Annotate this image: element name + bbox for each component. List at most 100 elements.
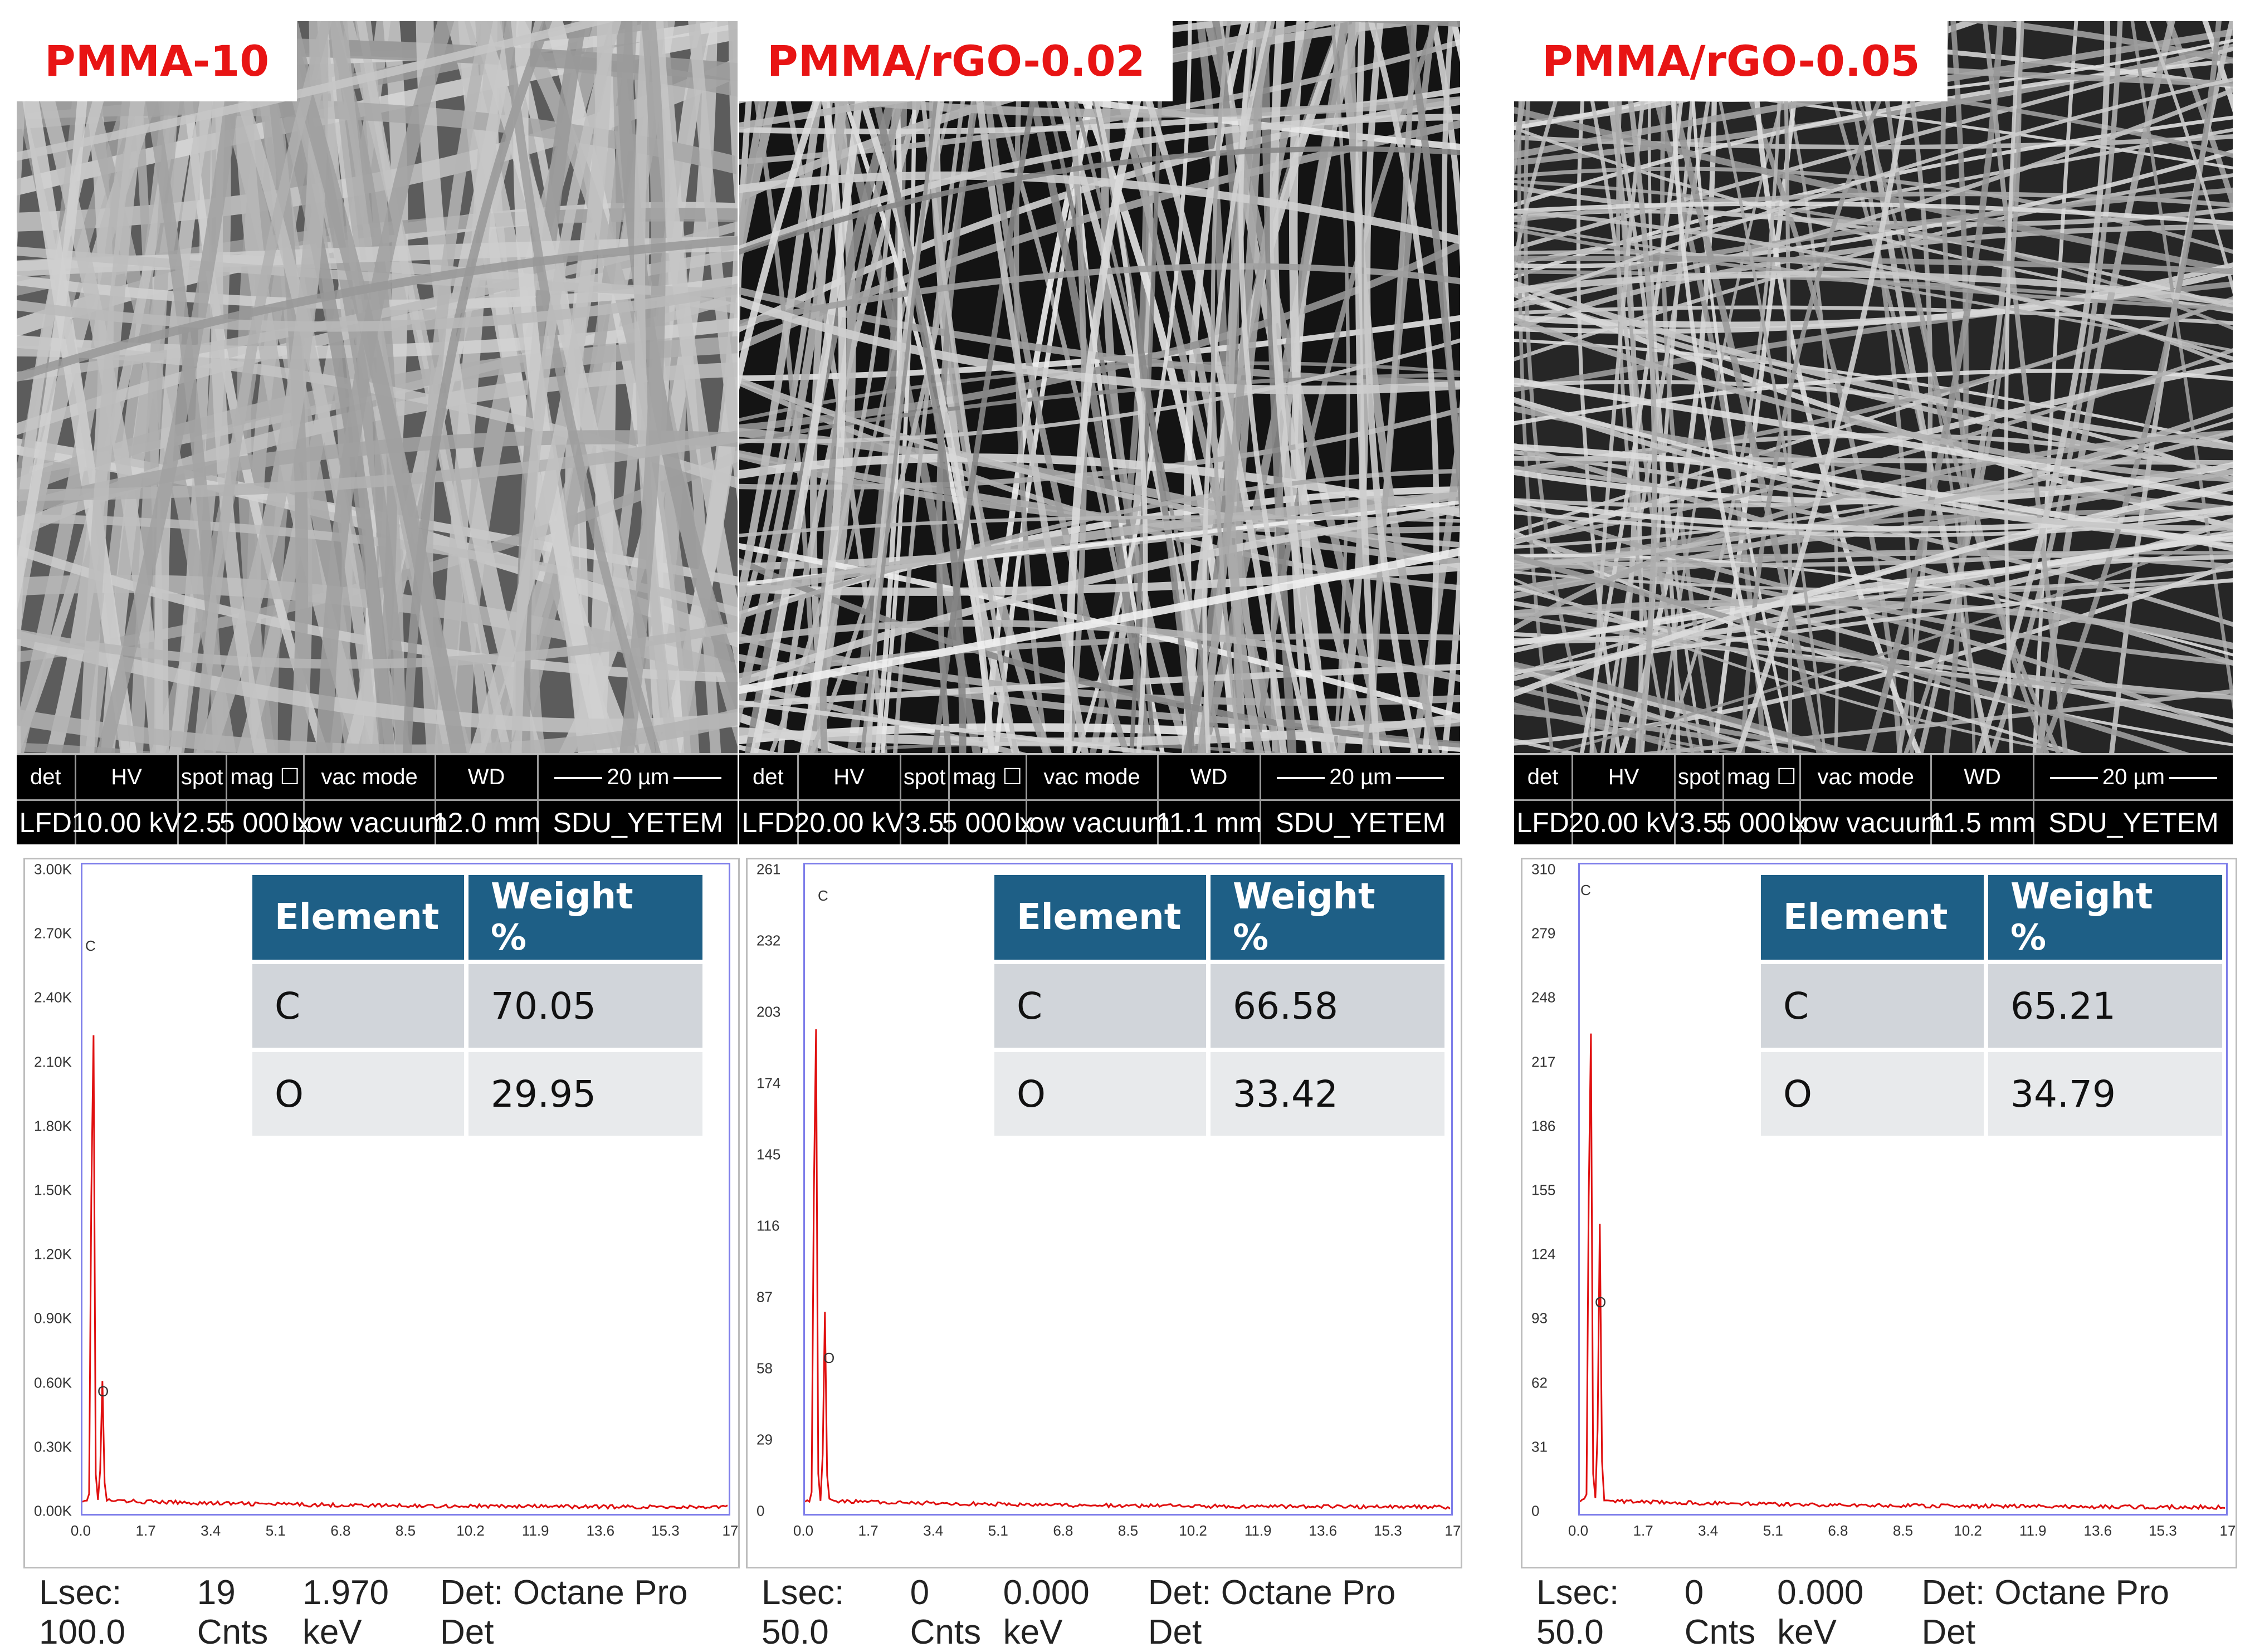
x-tick-label: 0.0 (1568, 1522, 1588, 1539)
x-tick-label: 6.8 (1053, 1522, 1073, 1539)
databar-label: mag ☐ (1724, 755, 1799, 801)
table-header-element: Element (994, 875, 1206, 960)
databar-value: 20.00 kV (1573, 801, 1674, 845)
databar-label: WD (1159, 755, 1260, 801)
status-detector: Det: Octane Pro Det (1922, 1573, 2211, 1652)
x-tick-label: 17 (1445, 1522, 1461, 1539)
peak-label-o: O (97, 1383, 109, 1400)
y-tick-label: 3.00K (34, 861, 72, 878)
weight-cell: 29.95 (468, 1052, 702, 1136)
weight-cell: 70.05 (468, 964, 702, 1048)
x-tick-label: 10.2 (1179, 1522, 1207, 1539)
status-energy: 0.000 keV (1003, 1573, 1148, 1652)
scale-bar-label: 20 µm (2098, 765, 2169, 790)
databar-value: 2.5 (179, 801, 226, 845)
fiber-mesh (17, 21, 738, 755)
x-tick-label: 17 (2220, 1522, 2236, 1539)
peak-label-o: O (1595, 1294, 1606, 1311)
databar-value: 10.00 kV (76, 801, 177, 845)
fiber-mesh (739, 21, 1460, 755)
y-tick-label: 0 (757, 1503, 764, 1520)
status-detector: Det: Octane Pro Det (440, 1573, 715, 1652)
x-tick-label: 15.3 (2149, 1522, 2177, 1539)
databar-label: vac mode (1801, 755, 1930, 801)
x-tick-label: 15.3 (1374, 1522, 1402, 1539)
x-tick-label: 5.1 (1763, 1522, 1783, 1539)
y-tick-label: 0.00K (34, 1503, 72, 1520)
x-tick-label: 3.4 (1698, 1522, 1718, 1539)
status-lsec: Lsec: 50.0 (1536, 1573, 1685, 1652)
x-tick-label: 11.9 (522, 1522, 549, 1539)
weight-cell: 66.58 (1211, 964, 1444, 1048)
y-tick-label: 232 (757, 932, 780, 950)
databar-value: LFD (739, 801, 797, 845)
y-tick-label: 174 (757, 1075, 780, 1092)
y-tick-label: 261 (757, 861, 780, 878)
table-header-element: Element (1761, 875, 1984, 960)
scale-bar-label: 20 µm (602, 765, 674, 790)
y-tick-label: 2.70K (34, 925, 72, 942)
x-tick-label: 6.8 (1828, 1522, 1848, 1539)
databar-label: det (17, 755, 75, 801)
status-counts: 0 Cnts (1685, 1573, 1777, 1652)
x-tick-label: 3.4 (201, 1522, 221, 1539)
databar-label: vac mode (305, 755, 435, 801)
sem-micrograph (1514, 21, 2233, 755)
y-tick-label: 186 (1531, 1117, 1555, 1135)
x-tick-label: 6.8 (330, 1522, 350, 1539)
x-tick-label: 0.0 (793, 1522, 813, 1539)
databar-label: mag ☐ (950, 755, 1026, 801)
status-counts: 19 Cnts (197, 1573, 302, 1652)
y-tick-label: 2.40K (34, 989, 72, 1006)
x-tick-label: 15.3 (651, 1522, 680, 1539)
x-tick-label: 8.5 (396, 1522, 416, 1539)
y-tick-label: 0 (1531, 1503, 1539, 1520)
y-tick-label: 248 (1531, 989, 1555, 1006)
operator-label: SDU_YETEM (2034, 801, 2233, 845)
element-cell: O (994, 1052, 1206, 1136)
operator-label: SDU_YETEM (1261, 801, 1460, 845)
databar-value: Low vacuum (305, 801, 435, 845)
sample-label: PMMA/rGO-0.02 (739, 21, 1173, 101)
x-tick-label: 8.5 (1893, 1522, 1913, 1539)
y-tick-label: 1.80K (34, 1117, 72, 1135)
table-header-element: Element (252, 875, 464, 960)
fiber-mesh (1514, 21, 2233, 755)
y-tick-label: 116 (757, 1218, 779, 1235)
x-tick-label: 13.6 (586, 1522, 614, 1539)
element-cell: C (252, 964, 464, 1048)
y-tick-label: 93 (1531, 1310, 1548, 1327)
weight-cell: 65.21 (1988, 964, 2222, 1048)
eds-status-line: Lsec: 50.0 0 Cnts 0.000 keV Det: Octane … (1514, 1582, 2233, 1643)
databar-label: mag ☐ (227, 755, 303, 801)
databar-value: 3.5 (901, 801, 948, 845)
table-header-weight: Weight % (1988, 875, 2222, 960)
x-tick-label: 1.7 (858, 1522, 879, 1539)
element-cell: O (252, 1052, 464, 1136)
y-tick-label: 58 (757, 1360, 773, 1377)
x-tick-label: 5.1 (266, 1522, 286, 1539)
status-detector: Det: Octane Pro Det (1148, 1573, 1438, 1652)
y-tick-label: 155 (1531, 1182, 1555, 1199)
